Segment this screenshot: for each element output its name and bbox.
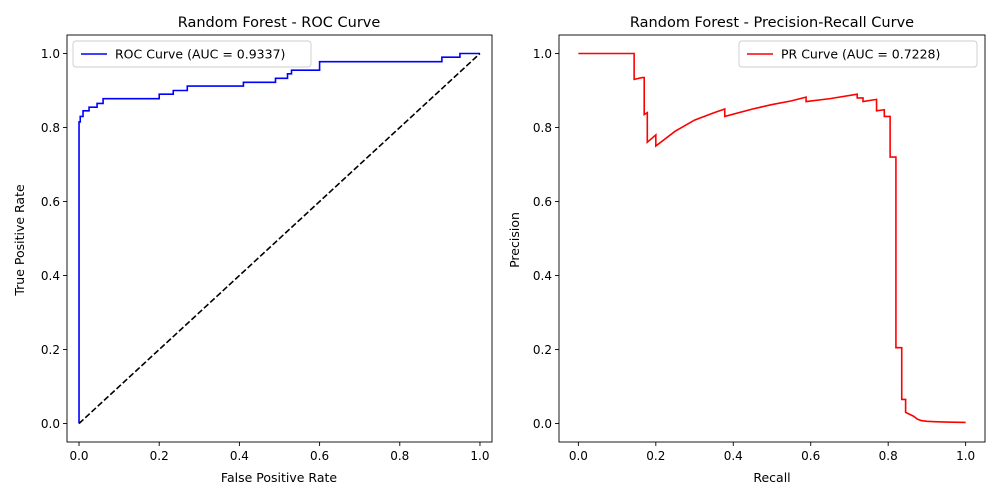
roc-ylabel: True Positive Rate [12,184,27,297]
pr-xtick-label: 0.6 [801,449,820,463]
roc-series-diagonal-line [78,52,481,425]
roc-legend-box [72,40,312,68]
pr-legend-box [738,40,978,68]
roc-xtick-label: 0.6 [310,449,329,463]
pr-xtick-label: 1.0 [956,449,975,463]
pr-legend-label: PR Curve (AUC = 0.7228) [781,47,940,62]
roc-ytick-label: 0.6 [41,195,60,209]
pr-ytick-label: 0.0 [533,417,552,431]
pr-xtick-label: 0.4 [724,449,743,463]
pr-xtick-label: 0.8 [879,449,898,463]
roc-legend-label: ROC Curve (AUC = 0.9337) [115,47,285,62]
roc-xtick-label: 0.0 [69,449,88,463]
pr-subplot: Random Forest - Precision-Recall Curve R… [507,15,986,485]
roc-series-curve [78,52,480,424]
pr-legend: PR Curve (AUC = 0.7228) [738,40,978,68]
roc-title: Random Forest - ROC Curve [178,15,381,31]
pr-ytick-label: 0.4 [533,269,552,283]
roc-xtick-label: 0.4 [230,449,249,463]
pr-axes-frame [558,34,986,443]
pr-ytick-label: 0.2 [533,343,552,357]
roc-ytick-label: 0.2 [41,343,60,357]
pr-ytick-label: 0.8 [533,121,552,135]
pr-title: Random Forest - Precision-Recall Curve [630,15,914,31]
roc-xtick-label: 0.8 [390,449,409,463]
pr-ytick-label: 0.6 [533,195,552,209]
pr-xtick-label: 0.2 [646,449,665,463]
roc-ytick-label: 0.0 [41,417,60,431]
roc-subplot: Random Forest - ROC Curve False Positive… [12,15,493,485]
pr-ytick-label: 1.0 [533,47,552,61]
roc-xtick-label: 0.2 [150,449,169,463]
pr-ylabel: Precision [507,212,522,268]
roc-legend: ROC Curve (AUC = 0.9337) [72,40,312,68]
roc-ytick-label: 1.0 [41,47,60,61]
roc-ytick-label: 0.4 [41,269,60,283]
roc-ytick-label: 0.8 [41,121,60,135]
pr-xtick-label: 0.0 [569,449,588,463]
pr-series-curve [578,52,966,424]
roc-xtick-label: 1.0 [470,449,489,463]
pr-xlabel: Recall [753,470,790,485]
roc-axes-frame [66,34,493,443]
roc-xlabel: False Positive Rate [221,470,337,485]
